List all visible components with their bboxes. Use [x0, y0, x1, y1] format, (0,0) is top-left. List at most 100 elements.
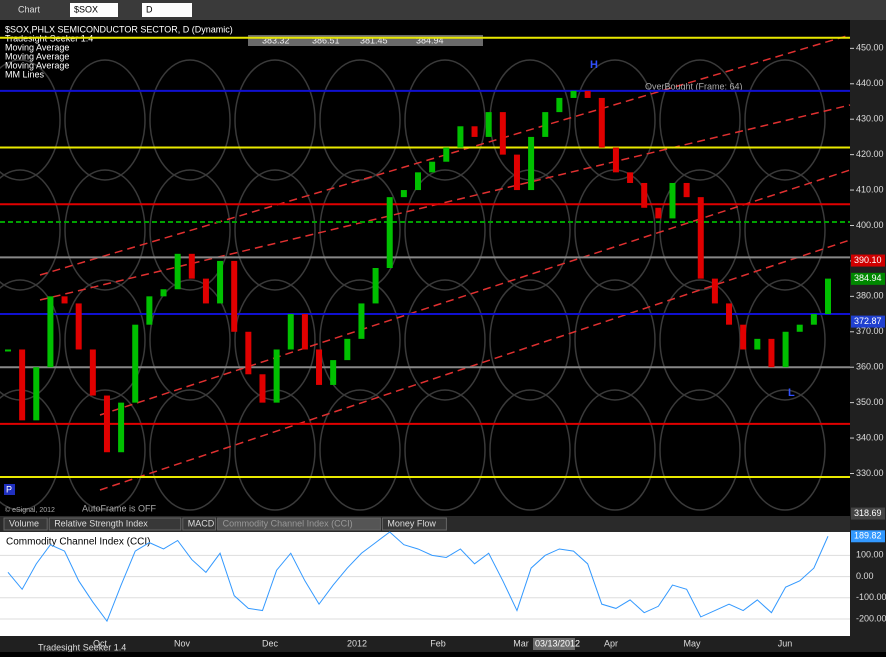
- cci-tick-label: 0.00: [856, 571, 874, 581]
- legend-line: Moving Average: [5, 42, 69, 52]
- candle: [726, 303, 733, 325]
- candle: [160, 289, 167, 297]
- tab-label[interactable]: Money Flow: [387, 518, 436, 528]
- price-tag: [851, 507, 885, 520]
- interval-box[interactable]: [142, 3, 192, 17]
- candle: [330, 360, 337, 385]
- tab-label[interactable]: Volume: [9, 518, 39, 528]
- price-tick-label: 360.00: [856, 362, 884, 372]
- trend-line: [99, 239, 851, 491]
- cycle-ellipse: [234, 59, 316, 181]
- cycle-ellipse: [149, 389, 231, 511]
- candle: [245, 331, 252, 375]
- candle: [344, 338, 351, 361]
- high-marker: H: [590, 59, 598, 71]
- price-tag-label: 384.94: [854, 273, 882, 283]
- month-label: Jun: [778, 638, 793, 648]
- candle: [259, 374, 266, 403]
- month-label: Apr: [604, 638, 618, 648]
- price-tag-label: 372.87: [854, 316, 882, 326]
- candle: [768, 338, 775, 368]
- cci-tag: [851, 530, 885, 543]
- window-title: Chart: [18, 4, 41, 14]
- symbol[interactable]: $SOX: [74, 4, 98, 14]
- month-label: May: [683, 638, 701, 648]
- cycle-ellipse: [659, 59, 741, 181]
- toolbar: [0, 0, 886, 20]
- month-label: Feb: [430, 638, 446, 648]
- tab[interactable]: [48, 517, 182, 531]
- candle: [655, 207, 662, 219]
- trend-line: [99, 169, 851, 416]
- cycle-ellipse: [659, 169, 741, 291]
- candle: [273, 349, 280, 403]
- cycle-ellipse: [404, 59, 486, 181]
- candle: [782, 331, 789, 368]
- tab[interactable]: [3, 517, 48, 531]
- tab[interactable]: [217, 517, 381, 531]
- price-tick-label: 380.00: [856, 291, 884, 301]
- candle: [669, 182, 676, 219]
- p-marker: P: [6, 484, 12, 494]
- candle: [146, 296, 153, 325]
- tab-label[interactable]: Relative Strength Index: [54, 518, 148, 528]
- cursor-date-box: [533, 638, 575, 650]
- candle: [386, 197, 393, 268]
- trend-line: [39, 104, 851, 301]
- candle: [542, 112, 549, 137]
- candle: [75, 303, 82, 350]
- legend-line: Moving Average: [5, 60, 69, 70]
- candle: [754, 338, 761, 350]
- price-tag: [851, 315, 885, 328]
- cycle-ellipse: [234, 169, 316, 291]
- cci-line: [7, 531, 829, 623]
- candle: [429, 161, 436, 173]
- candle: [415, 172, 421, 191]
- cycle-ellipse: [659, 389, 741, 511]
- price-tag: [851, 272, 885, 285]
- month-label: 2012: [347, 638, 367, 648]
- candle: [19, 349, 26, 421]
- tab[interactable]: [381, 517, 447, 531]
- price-tick-label: 400.00: [856, 220, 884, 230]
- cci-title: Commodity Channel Index (CCI): [6, 537, 151, 548]
- cycle-ellipse: [744, 59, 826, 181]
- price-tag: [851, 254, 885, 267]
- tab[interactable]: [182, 517, 217, 531]
- candle: [287, 314, 294, 350]
- cycle-ellipse: [0, 169, 61, 291]
- tab-label[interactable]: Commodity Channel Index (CCI): [223, 518, 353, 528]
- candle: [528, 136, 535, 191]
- price-axis: [850, 20, 886, 652]
- quote-low: 381.45: [360, 35, 388, 45]
- cycle-ellipse: [489, 279, 571, 401]
- candle: [627, 172, 634, 183]
- candle: [641, 182, 648, 208]
- candle: [118, 402, 125, 453]
- tab-label[interactable]: MACD: [188, 518, 215, 528]
- month-label: Nov: [174, 638, 191, 648]
- cycle-ellipse: [64, 169, 146, 291]
- price-tick-label: 410.00: [856, 184, 884, 194]
- price-tick-label: 430.00: [856, 114, 884, 124]
- quote-open: 383.32: [262, 35, 290, 45]
- candle: [612, 147, 619, 173]
- autoframe-label: AutoFrame is OFF: [82, 503, 157, 513]
- symbol-box[interactable]: [70, 3, 118, 17]
- price-tick-label: 330.00: [856, 468, 884, 478]
- quote-box: [248, 35, 483, 46]
- candle: [570, 90, 577, 98]
- interval[interactable]: D: [146, 4, 153, 14]
- candle: [231, 260, 238, 332]
- candle: [556, 97, 563, 113]
- quote-last: 384.94: [416, 35, 444, 45]
- candle: [740, 324, 747, 350]
- overbought-label: OverBought (Frame: 64): [645, 81, 743, 91]
- candle: [47, 296, 54, 368]
- cycle-ellipse: [404, 169, 486, 291]
- cycle-ellipse: [149, 279, 231, 401]
- candle: [188, 253, 195, 279]
- candle: [471, 126, 478, 137]
- price-tick-label: 350.00: [856, 397, 884, 407]
